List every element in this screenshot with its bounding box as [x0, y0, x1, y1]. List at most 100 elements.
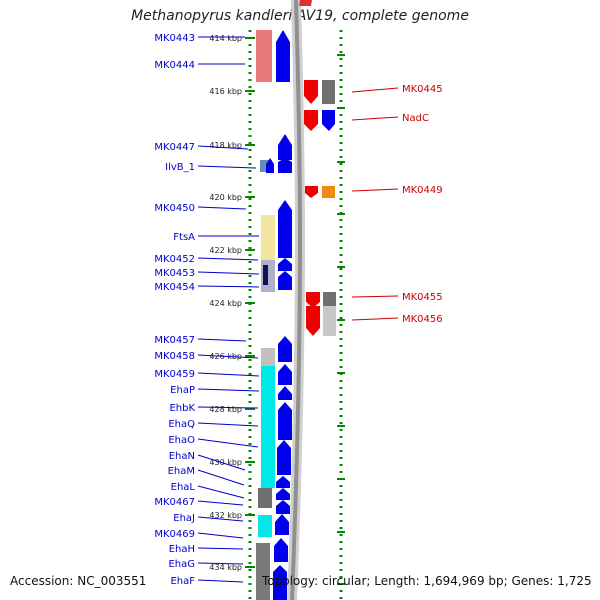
shade-block	[323, 306, 336, 336]
gene-leader-line	[197, 271, 260, 275]
gene-arrow[interactable]	[276, 488, 290, 500]
gene-arrow[interactable]	[278, 402, 292, 440]
shade-block	[323, 292, 336, 306]
right-gene-labels: MK0445 NadC MK0449 MK0455 MK0456	[351, 84, 443, 325]
gene-leader-line	[197, 388, 260, 392]
gene-leader-line	[197, 338, 247, 342]
kbp-tick-label: 430 kbp	[209, 458, 242, 467]
gene-leader-line	[197, 532, 244, 539]
gene-leader-line	[197, 422, 259, 427]
shade-block	[261, 215, 275, 260]
gene-label-mk0445[interactable]: MK0445	[402, 84, 443, 95]
shade-block	[261, 348, 275, 366]
gene-leader-line	[197, 454, 246, 471]
gene-label-mk0447[interactable]: MK0447	[154, 142, 195, 153]
gene-label-mk0458[interactable]: MK0458	[154, 351, 195, 362]
gene-label-mk0469[interactable]: MK0469	[154, 529, 195, 540]
gene-arrow[interactable]	[306, 292, 320, 308]
gene-arrow[interactable]	[278, 364, 292, 385]
gene-label-mk0456[interactable]: MK0456	[402, 314, 443, 325]
gene-label-ehap[interactable]: EhaP	[170, 385, 195, 396]
genome-summary: Topology: circular; Length: 1,694,969 bp…	[262, 574, 592, 588]
gene-arrow[interactable]	[306, 306, 320, 336]
gene-label-eham[interactable]: EhaM	[168, 466, 195, 477]
gene-arrow[interactable]	[278, 258, 292, 271]
gene-leader-line	[351, 87, 399, 93]
gene-leader-line	[197, 406, 259, 409]
gene-leader-line	[197, 500, 244, 506]
gene-leader-line	[197, 145, 249, 150]
gene-label-nadc[interactable]: NadC	[402, 113, 429, 124]
gene-arrow[interactable]	[304, 110, 318, 131]
gene-label-mk0457[interactable]: MK0457	[154, 335, 195, 346]
gene-arrow[interactable]	[266, 158, 274, 173]
gene-label-ehbk[interactable]: EhbK	[169, 403, 195, 414]
gene-arrow[interactable]	[277, 440, 291, 475]
kbp-tick-label: 414 kbp	[209, 34, 242, 43]
shade-block	[261, 366, 275, 488]
gene-label-mk0455[interactable]: MK0455	[402, 292, 443, 303]
gene-arrow[interactable]	[322, 110, 335, 131]
gene-leader-line	[197, 354, 259, 359]
kbp-tick-label: 420 kbp	[209, 193, 242, 202]
gene-leader-line	[197, 372, 260, 377]
gene-arrow[interactable]	[276, 30, 290, 82]
gene-leader-line	[351, 188, 399, 192]
left-gene-labels: MK0443 MK0444 MK0447 IlvB_1 MK0450 FtsA MK0452…	[154, 33, 260, 587]
gene-arrow[interactable]	[304, 80, 318, 104]
backbone-top-segment	[299, 0, 312, 6]
gene-arrow[interactable]	[275, 514, 289, 535]
kbp-tick-label: 432 kbp	[209, 511, 242, 520]
gene-label-ilvb-1[interactable]: IlvB_1	[165, 162, 195, 173]
gene-label-ehaq[interactable]: EhaQ	[168, 419, 195, 430]
gene-label-ehaf[interactable]: EhaF	[170, 576, 195, 587]
gene-label-ehao[interactable]: EhaO	[168, 435, 195, 446]
kbp-tick-label: 422 kbp	[209, 246, 242, 255]
gene-label-mk0444[interactable]: MK0444	[154, 60, 195, 71]
gene-leader-line	[351, 295, 399, 298]
gene-leader-line	[197, 206, 247, 210]
gene-arrow[interactable]	[278, 200, 292, 258]
shade-block	[256, 543, 270, 600]
gene-leader-line	[197, 165, 257, 169]
gene-arrow[interactable]	[278, 158, 292, 173]
kbp-tick-label: 434 kbp	[209, 563, 242, 572]
gene-arrow[interactable]	[278, 336, 292, 362]
gene-label-ehan[interactable]: EhaN	[169, 451, 195, 462]
gene-label-ehaj[interactable]: EhaJ	[173, 513, 195, 524]
gene-label-mk0452[interactable]: MK0452	[154, 254, 195, 265]
kbp-tick-label: 424 kbp	[209, 299, 242, 308]
gene-label-ftsa[interactable]: FtsA	[173, 232, 195, 243]
shade-block	[258, 488, 272, 508]
gene-label-mk0450[interactable]: MK0450	[154, 203, 195, 214]
gene-label-mk0467[interactable]: MK0467	[154, 497, 195, 508]
gene-label-ehal[interactable]: EhaL	[171, 482, 196, 493]
gene-arrow[interactable]	[278, 386, 292, 400]
gene-label-mk0449[interactable]: MK0449	[402, 185, 443, 196]
gene-arrow[interactable]	[278, 134, 292, 160]
gene-arrow[interactable]	[273, 565, 287, 600]
gene-label-ehah[interactable]: EhaH	[169, 544, 195, 555]
gene-arrow[interactable]	[276, 476, 290, 488]
gene-leader-line	[197, 257, 259, 261]
gene-leader-line	[351, 317, 399, 321]
gene-label-ehag[interactable]: EhaG	[168, 559, 195, 570]
gene-arrow[interactable]	[274, 538, 288, 562]
gene-leader-line	[197, 469, 245, 486]
shade-block	[256, 30, 272, 82]
genome-backbone-core	[290, 0, 302, 600]
gene-arrow[interactable]	[276, 500, 290, 514]
gene-arrow[interactable]	[305, 186, 318, 198]
gene-arrow[interactable]	[278, 271, 292, 290]
gene-leader-line	[197, 547, 244, 550]
kbp-tick-label: 416 kbp	[209, 87, 242, 96]
gene-label-mk0453[interactable]: MK0453	[154, 268, 195, 279]
gene-label-mk0454[interactable]: MK0454	[154, 282, 195, 293]
shade-block	[322, 186, 335, 198]
gene-label-mk0459[interactable]: MK0459	[154, 369, 195, 380]
gene-label-mk0443[interactable]: MK0443	[154, 33, 195, 44]
shade-block	[322, 80, 335, 104]
shade-block	[263, 265, 268, 285]
gene-leader-line	[197, 485, 245, 499]
